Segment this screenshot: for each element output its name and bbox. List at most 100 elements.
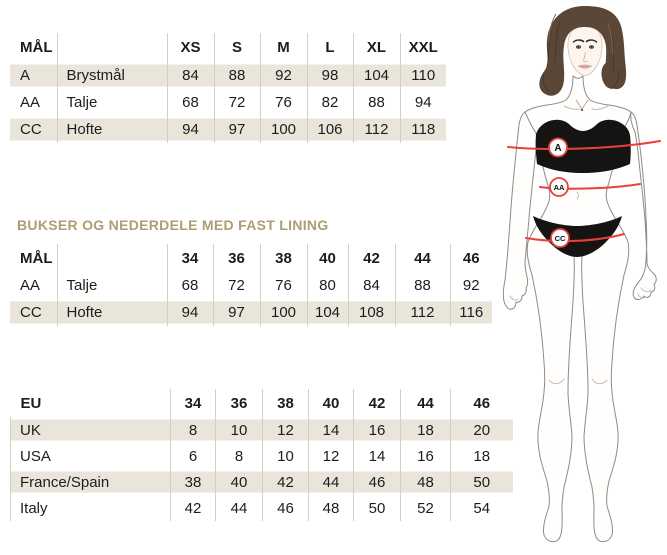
size-value: 16 <box>400 443 451 469</box>
bandeau-top-graphic <box>535 119 631 173</box>
table-row: Italy 42 44 46 48 50 52 54 <box>10 495 513 521</box>
column-header: S <box>213 33 260 62</box>
eu-size-conversion-table: EU 34 36 38 40 42 44 46 UK 8 10 12 14 16 18 20 USA 6 8 10 12… <box>10 389 513 521</box>
size-value: 88 <box>394 272 450 299</box>
size-value: 52 <box>400 495 451 521</box>
size-value: 54 <box>450 495 513 521</box>
table-row: CC Hofte 94 97 100 106 112 118 <box>10 116 446 143</box>
size-value: 38 <box>170 469 216 495</box>
size-value: 10 <box>262 443 309 469</box>
row-code: AA <box>20 94 41 111</box>
size-value: 92 <box>259 62 307 89</box>
size-value: 84 <box>166 62 214 89</box>
size-value: 46 <box>262 495 309 521</box>
size-value: 8 <box>215 443 263 469</box>
bust-measure-line <box>507 140 661 150</box>
size-value: 18 <box>450 443 513 469</box>
header-row: MÅL XS S M L XL XXL <box>10 33 446 62</box>
size-value: 97 <box>213 116 260 143</box>
size-value: 118 <box>399 116 446 143</box>
size-value: 6 <box>170 443 216 469</box>
size-value: 116 <box>449 299 492 326</box>
table-label-header: MÅL <box>20 249 53 267</box>
size-value: 72 <box>213 89 260 116</box>
size-value: 104 <box>352 62 400 89</box>
size-value: 68 <box>166 89 214 116</box>
size-value: 98 <box>306 62 353 89</box>
size-value: 112 <box>352 116 400 143</box>
size-value: 42 <box>262 469 309 495</box>
size-value: 10 <box>215 417 263 443</box>
left-hand-fingers <box>509 295 519 301</box>
left-arm <box>502 111 538 310</box>
face <box>567 24 603 77</box>
size-value: 20 <box>450 417 513 443</box>
column-header: 34 <box>170 389 216 417</box>
measure-marker-aa: AA <box>549 177 569 197</box>
size-value: 92 <box>449 272 492 299</box>
size-value: 12 <box>262 417 309 443</box>
table-row: USA 6 8 10 12 14 16 18 <box>10 443 513 469</box>
column-header: 38 <box>262 389 309 417</box>
header-row: MÅL 34 36 38 40 42 44 46 <box>10 244 492 272</box>
column-header: 40 <box>308 389 354 417</box>
row-code: CC <box>10 299 57 326</box>
column-header: 46 <box>449 244 492 272</box>
table-row: AA Talje 68 72 76 80 84 88 92 <box>10 272 492 299</box>
size-value: 97 <box>212 299 260 326</box>
size-value: 104 <box>306 299 348 326</box>
size-value: 14 <box>353 443 401 469</box>
measure-marker-a: A <box>548 137 568 158</box>
size-value: 76 <box>259 89 307 116</box>
column-header: 42 <box>347 244 395 272</box>
right-hand-fingers <box>637 287 652 299</box>
size-value: 14 <box>308 417 354 443</box>
label-header-spacer <box>56 244 167 272</box>
necklace <box>575 99 589 112</box>
table-label-header: MÅL <box>20 39 53 56</box>
size-value: 16 <box>353 417 401 443</box>
size-value: 108 <box>347 299 395 326</box>
row-label: USA <box>10 443 171 469</box>
row-label: Italy <box>10 495 171 521</box>
tops-measurement-table: MÅL XS S M L XL XXL A Brystmål 84 88 92 98 104 110 AA Ta… <box>10 33 446 143</box>
hip-measure-line <box>525 233 625 243</box>
row-label: Talje <box>56 272 167 299</box>
size-value: 100 <box>259 299 307 326</box>
bottoms-measurement-table: MÅL 34 36 38 40 42 44 46 AA Talje 68 72 76 80 84 88 92 CC… <box>10 244 492 326</box>
row-label: Brystmål <box>56 62 167 89</box>
svg-text:CC: CC <box>555 234 566 243</box>
size-value: 100 <box>259 116 307 143</box>
size-value: 8 <box>170 417 216 443</box>
column-header: 44 <box>394 244 450 272</box>
size-value: 68 <box>166 272 213 299</box>
row-label: Hofte <box>56 116 167 143</box>
column-header: 38 <box>259 244 307 272</box>
size-value: 12 <box>308 443 354 469</box>
column-header: 42 <box>353 389 401 417</box>
column-header: XXL <box>399 33 446 62</box>
size-value: 76 <box>259 272 307 299</box>
svg-text:A: A <box>554 143 561 154</box>
size-value: 44 <box>308 469 354 495</box>
row-label: UK <box>10 417 171 443</box>
row-label: France/Spain <box>10 469 171 495</box>
face-features <box>572 39 598 69</box>
size-value: 82 <box>306 89 353 116</box>
label-header-spacer <box>56 33 167 62</box>
bikini-bottom-graphic <box>533 216 622 257</box>
column-header: 36 <box>212 244 260 272</box>
measure-marker-cc: CC <box>550 228 570 248</box>
size-value: 44 <box>215 495 263 521</box>
size-value: 50 <box>353 495 401 521</box>
column-header: 44 <box>400 389 451 417</box>
size-value: 50 <box>450 469 513 495</box>
table-row: AA Talje 68 72 76 82 88 94 <box>10 89 446 116</box>
size-value: 106 <box>306 116 353 143</box>
waist-measure-line <box>539 183 641 190</box>
hair-graphic <box>539 6 627 96</box>
size-value: 94 <box>166 299 213 326</box>
size-value: 48 <box>308 495 354 521</box>
size-value: 40 <box>215 469 263 495</box>
